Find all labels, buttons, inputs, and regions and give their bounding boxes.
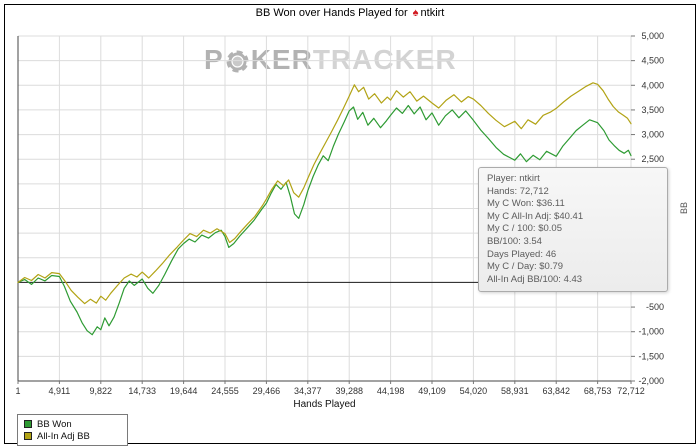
x-axis-tick-labels: 1 4,911 9,822 14,733 19,644 24,555 29,466 34,37… bbox=[15, 381, 645, 396]
player-site-spade-icon: ♠ bbox=[412, 7, 419, 19]
svg-text:5,000: 5,000 bbox=[641, 31, 664, 41]
series-line-all-in-adj-bb[interactable] bbox=[17, 82, 632, 305]
svg-text:-500: -500 bbox=[646, 302, 664, 312]
stats-tooltip: Player: ntkirt Hands: 72,712 My C Won: $36… bbox=[478, 167, 668, 293]
legend: BB Won All-In Adj BB bbox=[17, 414, 128, 446]
tooltip-line: My C Won: $36.11 bbox=[487, 198, 565, 210]
svg-text:BB: BB bbox=[679, 202, 689, 214]
svg-text:-2,000: -2,000 bbox=[638, 376, 664, 386]
tooltip-line: My C All-In Adj: $40.41 bbox=[487, 210, 584, 222]
tooltip-line: Days Played: 46 bbox=[487, 248, 557, 260]
legend-label: All-In Adj BB bbox=[37, 430, 90, 442]
svg-text:19,644: 19,644 bbox=[170, 386, 198, 396]
tooltip-line: My C / 100: $0.05 bbox=[487, 223, 562, 235]
svg-text:58,931: 58,931 bbox=[501, 386, 529, 396]
svg-text:4,911: 4,911 bbox=[48, 386, 70, 396]
axes bbox=[17, 36, 631, 382]
svg-text:9,822: 9,822 bbox=[90, 386, 113, 396]
watermark-text-ker: KER bbox=[250, 44, 313, 75]
svg-text:29,466: 29,466 bbox=[253, 386, 281, 396]
svg-text:63,842: 63,842 bbox=[542, 386, 570, 396]
chart-title: BB Won over Hands Played for ♠ ntkirt bbox=[0, 7, 700, 19]
svg-text:-1,500: -1,500 bbox=[638, 351, 664, 361]
legend-item: All-In Adj BB bbox=[24, 430, 121, 442]
tooltip-line: BB/100: 3.54 bbox=[487, 235, 542, 247]
svg-text:44,198: 44,198 bbox=[377, 386, 405, 396]
legend-swatch bbox=[24, 432, 32, 440]
svg-text:49,109: 49,109 bbox=[418, 386, 446, 396]
legend-swatch bbox=[24, 420, 32, 428]
svg-text:34,377: 34,377 bbox=[294, 386, 322, 396]
tooltip-line: Player: ntkirt bbox=[487, 173, 540, 184]
svg-text:68,753: 68,753 bbox=[584, 386, 612, 396]
x-axis-title: Hands Played bbox=[293, 399, 356, 410]
svg-text:14,733: 14,733 bbox=[128, 386, 156, 396]
tooltip-line: Hands: 72,712 bbox=[487, 185, 549, 197]
legend-label: BB Won bbox=[37, 418, 72, 430]
svg-text:-1,000: -1,000 bbox=[638, 327, 664, 337]
chart-title-text: BB Won over Hands Played for bbox=[255, 7, 408, 19]
svg-text:39,288: 39,288 bbox=[335, 386, 363, 396]
player-name: ntkirt bbox=[420, 7, 445, 19]
tooltip-line: My C / Day: $0.79 bbox=[487, 261, 564, 273]
svg-text:72,712: 72,712 bbox=[617, 386, 645, 396]
svg-text:4,000: 4,000 bbox=[641, 80, 664, 90]
series-lines bbox=[17, 82, 632, 336]
svg-text:24,555: 24,555 bbox=[211, 386, 239, 396]
tooltip-line: All-In Adj BB/100: 4.43 bbox=[487, 273, 583, 285]
svg-text:4,500: 4,500 bbox=[641, 56, 664, 66]
y-axis-title: BB bbox=[679, 202, 689, 214]
series-line-bb-won[interactable] bbox=[17, 104, 632, 336]
watermark-text-p: P bbox=[204, 44, 224, 75]
svg-text:54,020: 54,020 bbox=[460, 386, 488, 396]
svg-text:2,500: 2,500 bbox=[641, 154, 664, 164]
chart-frame bbox=[4, 4, 696, 444]
svg-text:3,500: 3,500 bbox=[641, 105, 664, 115]
legend-item: BB Won bbox=[24, 418, 121, 430]
svg-text:3,000: 3,000 bbox=[641, 130, 664, 140]
svg-text:1: 1 bbox=[15, 386, 20, 396]
